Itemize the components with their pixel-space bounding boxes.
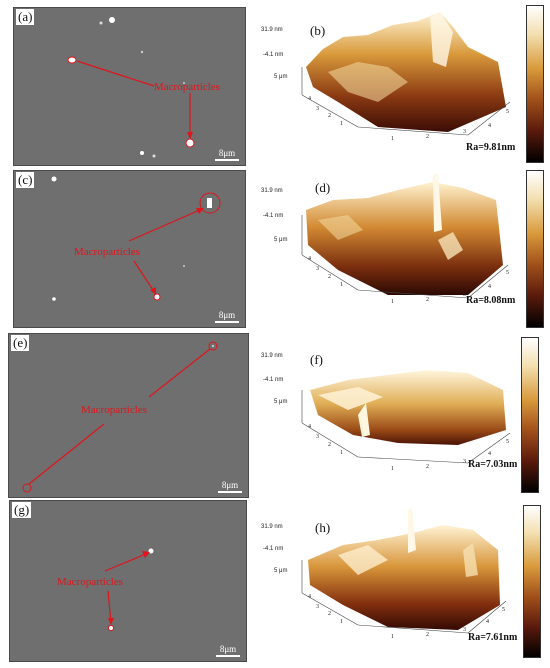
panel-label-c: (c) (16, 172, 35, 188)
svg-text:3: 3 (463, 292, 466, 298)
roughness-value-d: Ra=8.08nm (466, 295, 516, 306)
svg-text:5: 5 (506, 439, 509, 445)
sem-image-c: (c) Macroparticles 8μm (13, 170, 246, 328)
roughness-value-b: Ra=9.81nm (466, 142, 516, 153)
sem-image-a: (a) Macroparticles 8μm (13, 7, 246, 166)
scale-bar-label-g: 8μm (219, 644, 237, 654)
sem-image-g: (g) Macroparticles 8μm (9, 500, 247, 662)
scale-bar-label-c: 8μm (218, 310, 236, 320)
svg-text:3: 3 (316, 266, 319, 272)
scale-bar-label-a: 8μm (218, 148, 236, 158)
svg-text:1: 1 (391, 299, 394, 305)
sem-micrograph-a (67, 17, 195, 158)
panel-label-f: (f) (310, 352, 323, 367)
y-axis-label-d: 5 μm (274, 237, 288, 243)
y-axis-label-b: 5 μm (274, 74, 288, 80)
panel-label-a: (a) (16, 9, 35, 25)
colorbar-d (526, 170, 544, 328)
svg-text:1: 1 (391, 634, 394, 640)
svg-text:2: 2 (426, 134, 429, 140)
svg-text:2: 2 (426, 297, 429, 303)
panel-label-h: (h) (315, 520, 331, 535)
scale-bar-g: 8μm (216, 644, 240, 657)
colorbar-f (521, 337, 539, 493)
panel-label-g: (g) (12, 502, 32, 518)
svg-text:1: 1 (340, 450, 343, 456)
macroparticles-annotation-c: Macroparticles (74, 246, 140, 258)
z-axis-mid-d: -4.1 nm (263, 213, 284, 219)
sem-micrograph-c (51, 176, 221, 301)
svg-text:4: 4 (486, 619, 489, 625)
svg-text:5: 5 (506, 109, 509, 115)
z-axis-top-f: 31.9 nm (261, 353, 283, 359)
svg-text:4: 4 (308, 96, 311, 102)
z-axis-mid-b: -4.1 nm (263, 52, 284, 58)
sem-micrograph-e (22, 341, 218, 493)
z-axis-mid-h: -4.1 nm (263, 546, 284, 552)
scale-bar-label-e: 8μm (221, 480, 239, 490)
panel-label-d: (d) (315, 180, 331, 195)
z-axis-top-d: 31.9 nm (261, 188, 283, 194)
svg-text:3: 3 (316, 106, 319, 112)
panel-label-e: (e) (11, 335, 30, 351)
svg-text:2: 2 (328, 442, 331, 448)
svg-text:4: 4 (488, 123, 491, 129)
svg-text:4: 4 (308, 256, 311, 262)
scale-bar-a: 8μm (215, 148, 239, 161)
svg-text:4: 4 (488, 284, 491, 290)
colorbar-b (526, 5, 544, 163)
macroparticles-annotation-a: Macroparticles (154, 81, 220, 93)
svg-text:3: 3 (463, 129, 466, 135)
svg-text:4: 4 (488, 451, 491, 457)
y-axis-label-f: 5 μm (274, 399, 288, 405)
scale-bar-e: 8μm (218, 480, 242, 493)
svg-text:1: 1 (391, 466, 394, 472)
sem-micrograph-g (104, 548, 154, 631)
svg-text:3: 3 (463, 627, 466, 633)
scale-bar-c: 8μm (215, 310, 239, 323)
svg-text:1: 1 (340, 121, 343, 127)
panel-label-b: (b) (310, 23, 326, 38)
svg-text:2: 2 (328, 611, 331, 617)
z-axis-top-b: 31.9 nm (261, 27, 283, 33)
macroparticles-annotation-e: Macroparticles (81, 404, 147, 416)
svg-text:4: 4 (308, 594, 311, 600)
svg-text:1: 1 (340, 619, 343, 625)
svg-text:2: 2 (426, 632, 429, 638)
svg-text:2: 2 (328, 274, 331, 280)
svg-text:5: 5 (506, 270, 509, 276)
svg-text:5: 5 (502, 607, 505, 613)
svg-text:3: 3 (463, 459, 466, 465)
svg-text:2: 2 (328, 113, 331, 119)
svg-text:4: 4 (308, 424, 311, 430)
z-axis-mid-f: -4.1 nm (263, 377, 284, 383)
macroparticles-annotation-g: Macroparticles (57, 576, 123, 588)
svg-text:3: 3 (316, 604, 319, 610)
svg-text:2: 2 (426, 464, 429, 470)
svg-text:3: 3 (316, 434, 319, 440)
colorbar-h (523, 505, 541, 658)
roughness-value-f: Ra=7.03nm (468, 459, 518, 470)
roughness-value-h: Ra=7.61nm (468, 632, 518, 643)
z-axis-top-h: 31.9 nm (261, 524, 283, 530)
svg-text:1: 1 (340, 282, 343, 288)
y-axis-label-h: 5 μm (274, 568, 288, 574)
svg-text:1: 1 (391, 136, 394, 142)
sem-image-e: (e) Macroparticles 8μm (8, 333, 249, 498)
